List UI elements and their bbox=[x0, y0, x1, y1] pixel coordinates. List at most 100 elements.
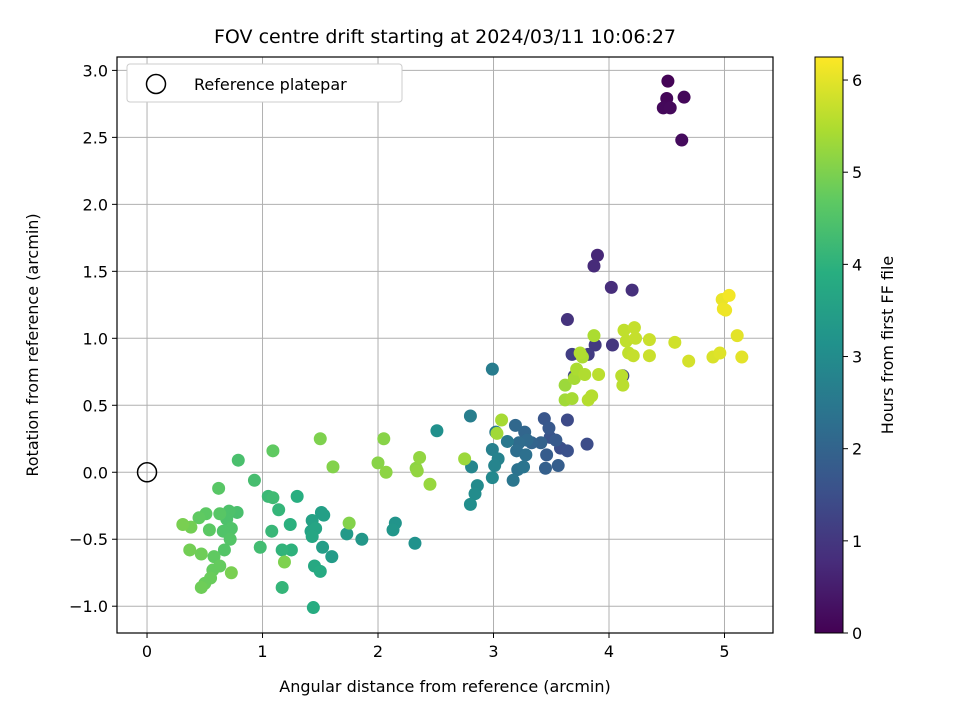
scatter-point bbox=[410, 464, 424, 478]
colorbar-tick-label: 3 bbox=[852, 348, 862, 367]
scatter-point bbox=[519, 448, 533, 462]
scatter-point bbox=[540, 448, 554, 462]
x-tick-label: 2 bbox=[373, 642, 383, 661]
scatter-point bbox=[317, 508, 331, 522]
scatter-point bbox=[223, 532, 237, 546]
scatter-point bbox=[592, 367, 606, 381]
scatter-point bbox=[713, 346, 727, 360]
scatter-point bbox=[587, 259, 601, 273]
legend-marker-reference bbox=[145, 73, 167, 95]
scatter-point bbox=[183, 543, 197, 557]
y-tick-label: −0.5 bbox=[69, 530, 108, 549]
scatter-point bbox=[735, 350, 749, 364]
scatter-point bbox=[458, 452, 472, 466]
scatter-point bbox=[500, 434, 514, 448]
scatter-point bbox=[313, 564, 327, 578]
scatter-point bbox=[207, 550, 221, 564]
legend-label-reference: Reference platepar bbox=[194, 75, 347, 94]
scatter-point bbox=[386, 523, 400, 537]
scatter-point bbox=[306, 601, 320, 615]
scatter-point bbox=[682, 354, 696, 368]
legend: Reference platepar bbox=[126, 63, 403, 103]
scatter-point bbox=[517, 460, 531, 474]
scatter-point bbox=[642, 333, 656, 347]
scatter-point bbox=[224, 566, 238, 580]
x-axis-ticks: 0 1 2 3 4 5 bbox=[142, 633, 730, 661]
y-axis-label: Rotation from reference (arcmin) bbox=[23, 213, 42, 476]
scatter-point bbox=[560, 444, 574, 458]
scatter-point bbox=[217, 543, 231, 557]
colorbar-label: Hours from first FF file bbox=[878, 256, 897, 435]
scatter-point bbox=[231, 453, 245, 467]
scatter-point bbox=[585, 389, 599, 403]
scatter-point bbox=[551, 459, 565, 473]
scatter-point bbox=[604, 280, 618, 294]
scatter-point bbox=[565, 392, 579, 406]
scatter-point bbox=[342, 516, 356, 530]
scatter-point bbox=[266, 444, 280, 458]
scatter-point bbox=[305, 530, 319, 544]
scatter-point bbox=[590, 248, 604, 262]
scatter-point bbox=[508, 418, 522, 432]
plot-frame bbox=[116, 56, 774, 634]
x-tick-label: 0 bbox=[142, 642, 152, 661]
scatter-point bbox=[275, 543, 289, 557]
scatter-point bbox=[213, 507, 227, 521]
colorbar-tick-label: 2 bbox=[852, 440, 862, 459]
scatter-point bbox=[253, 540, 267, 554]
scatter-point bbox=[626, 349, 640, 363]
scatter-point bbox=[485, 442, 499, 456]
scatter-point bbox=[212, 481, 226, 495]
y-tick-label: −1.0 bbox=[69, 597, 108, 616]
scatter-point bbox=[549, 433, 563, 447]
scatter-point bbox=[661, 74, 675, 88]
scatter-point bbox=[377, 432, 391, 446]
scatter-point bbox=[430, 424, 444, 438]
data-points bbox=[136, 74, 749, 615]
scatter-point bbox=[176, 517, 190, 531]
scatter-point bbox=[668, 335, 682, 349]
scatter-point bbox=[266, 491, 280, 505]
y-axis-ticks: −1.0 −0.5 0.0 0.5 1.0 1.5 2.0 2.5 3.0 bbox=[69, 61, 117, 616]
scatter-point bbox=[485, 471, 499, 485]
y-tick-label: 1.0 bbox=[83, 329, 108, 348]
y-tick-label: 3.0 bbox=[83, 61, 108, 80]
scatter-point bbox=[379, 465, 393, 479]
scatter-point bbox=[490, 426, 504, 440]
y-tick-label: 2.5 bbox=[83, 128, 108, 147]
scatter-point bbox=[355, 532, 369, 546]
scatter-point bbox=[313, 432, 327, 446]
scatter-point bbox=[247, 473, 261, 487]
scatter-point bbox=[616, 378, 630, 392]
scatter-point bbox=[463, 409, 477, 423]
scatter-point bbox=[629, 331, 643, 345]
reference-platepar-marker bbox=[136, 462, 158, 483]
scatter-point bbox=[558, 378, 572, 392]
scatter-point bbox=[326, 460, 340, 474]
scatter-point bbox=[413, 451, 427, 465]
y-tick-label: 0.0 bbox=[83, 463, 108, 482]
scatter-point bbox=[192, 511, 206, 525]
scatter-point bbox=[275, 580, 289, 594]
scatter-point bbox=[194, 547, 208, 561]
scatter-point bbox=[284, 543, 298, 557]
scatter-point bbox=[277, 555, 291, 569]
y-tick-label: 0.5 bbox=[83, 396, 108, 415]
scatter-point bbox=[663, 101, 677, 115]
scatter-point bbox=[272, 503, 286, 517]
scatter-point bbox=[538, 461, 552, 475]
scatter-point bbox=[580, 437, 594, 451]
scatter-point bbox=[677, 90, 691, 104]
scatter-point bbox=[213, 559, 227, 573]
scatter-point bbox=[340, 527, 354, 541]
scatter-point bbox=[316, 540, 330, 554]
scatter-point bbox=[194, 580, 208, 594]
colorbar: 0 1 2 3 4 5 6 Hours from first FF file bbox=[814, 56, 897, 643]
colorbar-tick-label: 4 bbox=[852, 255, 862, 274]
scatter-point bbox=[605, 338, 619, 352]
scatter-point bbox=[627, 321, 641, 335]
scatter-point bbox=[371, 456, 385, 470]
scatter-point bbox=[730, 329, 744, 343]
scatter-point bbox=[560, 313, 574, 327]
